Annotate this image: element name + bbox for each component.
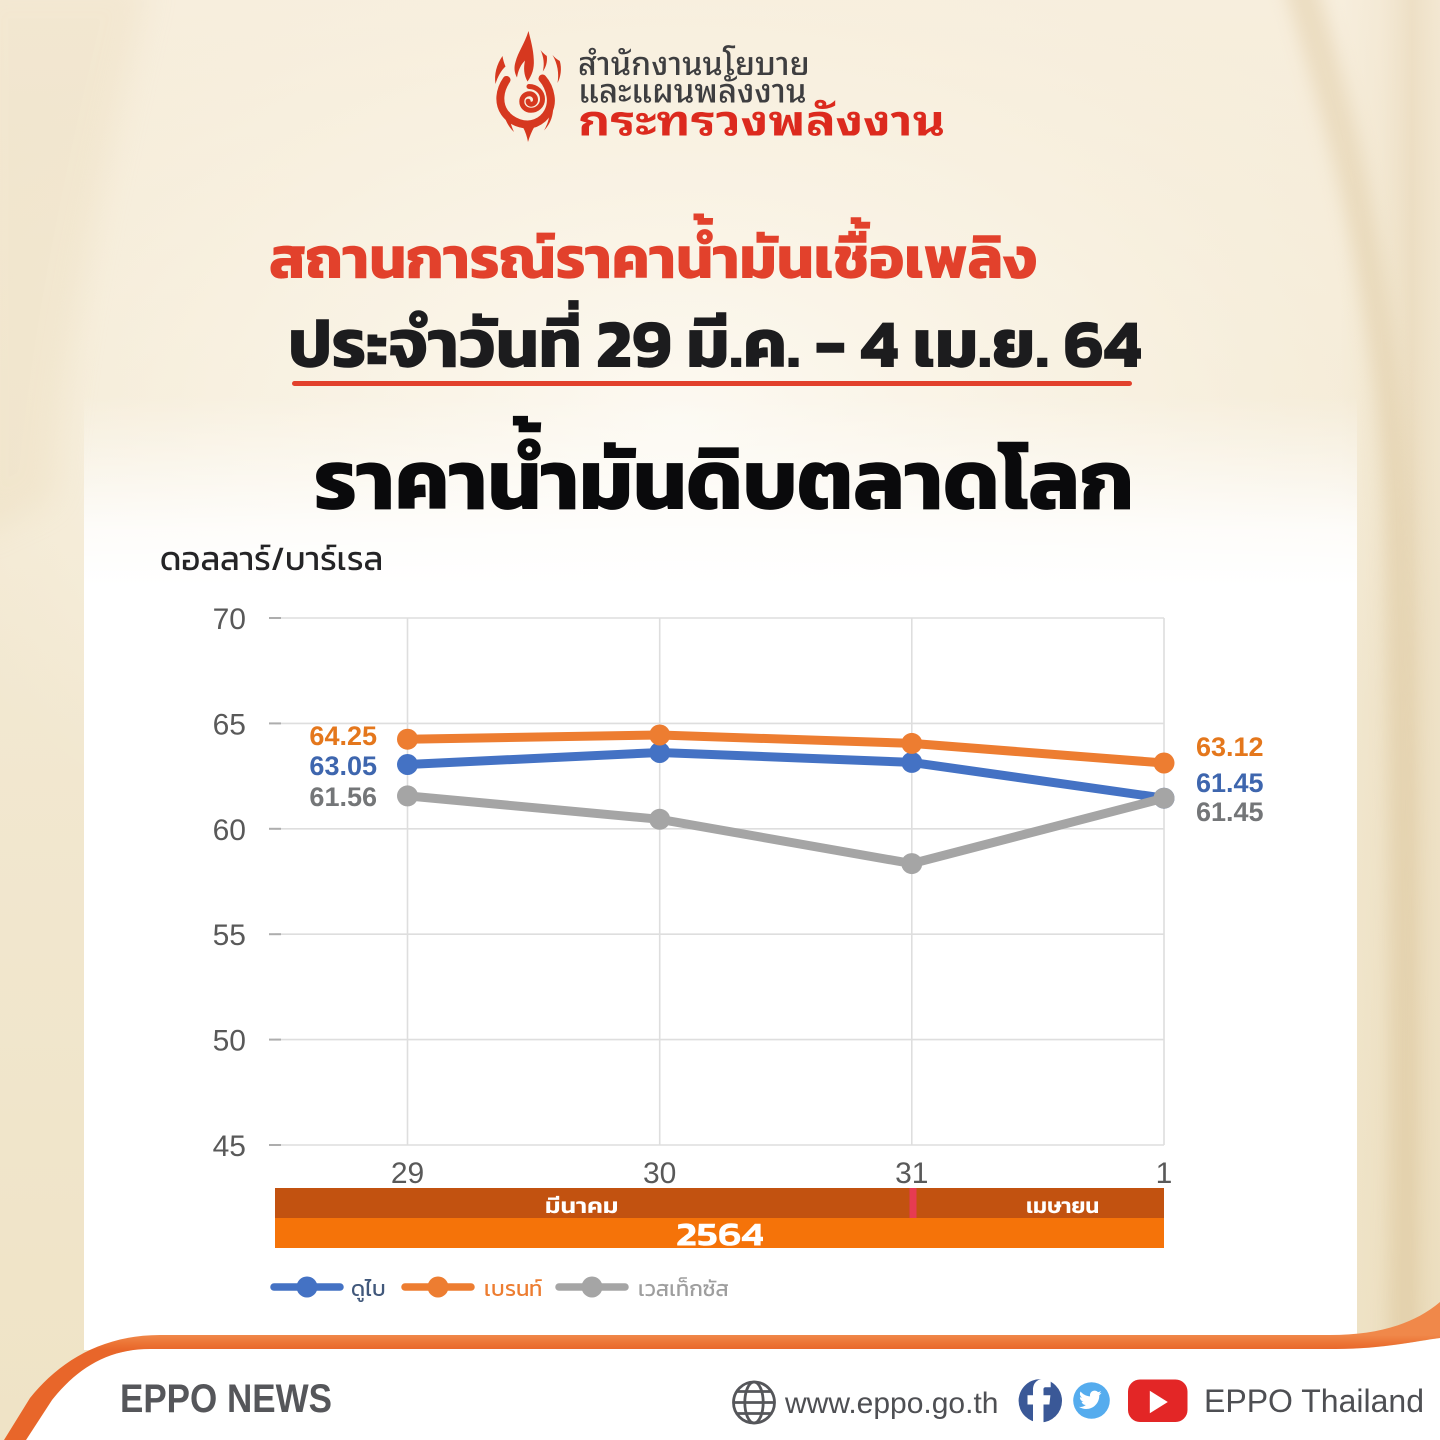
svg-text:45: 45 — [213, 1130, 246, 1163]
svg-text:70: 70 — [213, 603, 246, 636]
svg-text:61.56: 61.56 — [309, 782, 377, 812]
svg-text:61.45: 61.45 — [1196, 797, 1264, 827]
svg-text:55: 55 — [213, 919, 246, 952]
svg-text:EPPO NEWS: EPPO NEWS — [120, 1376, 332, 1421]
svg-text:www.eppo.go.th: www.eppo.go.th — [784, 1387, 998, 1420]
svg-text:64.25: 64.25 — [309, 721, 377, 751]
svg-text:63.12: 63.12 — [1196, 732, 1264, 762]
svg-text:29: 29 — [391, 1157, 424, 1190]
svg-text:65: 65 — [213, 708, 246, 741]
svg-text:63.05: 63.05 — [309, 751, 377, 781]
svg-text:30: 30 — [643, 1157, 676, 1190]
svg-text:EPPO Thailand: EPPO Thailand — [1204, 1383, 1424, 1419]
svg-text:31: 31 — [895, 1157, 928, 1190]
svg-text:1: 1 — [1156, 1157, 1173, 1190]
svg-text:50: 50 — [213, 1025, 246, 1058]
svg-text:60: 60 — [213, 814, 246, 847]
svg-text:61.45: 61.45 — [1196, 768, 1264, 798]
